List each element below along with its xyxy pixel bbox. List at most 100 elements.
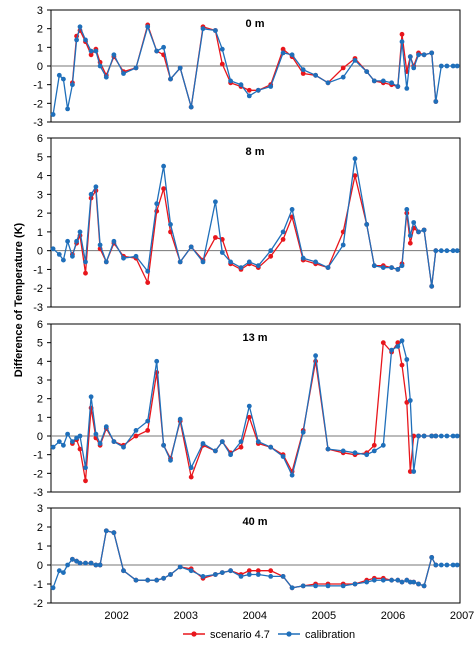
data-point	[380, 577, 386, 583]
legend-marker	[191, 631, 197, 637]
y-tick-label: -3	[33, 302, 43, 314]
data-point	[133, 428, 139, 433]
data-point	[389, 80, 394, 86]
y-tick-label: -1	[33, 579, 43, 591]
data-point	[238, 439, 244, 444]
plot-frame	[50, 323, 461, 493]
data-point	[399, 338, 405, 344]
data-point	[145, 280, 151, 285]
y-tick-label: 4	[37, 171, 43, 183]
data-point	[364, 579, 370, 585]
x-tick-label: 2002	[104, 610, 128, 622]
series-calibration	[50, 338, 460, 478]
data-point	[93, 184, 99, 190]
data-point	[61, 76, 66, 82]
data-point	[407, 54, 413, 60]
data-point	[340, 74, 346, 80]
data-point	[444, 63, 450, 69]
data-point	[300, 67, 306, 73]
data-point	[364, 452, 370, 458]
y-tick-label: -1	[33, 80, 43, 92]
data-point	[407, 579, 413, 585]
y-tick-label: 3	[37, 189, 43, 201]
legend-item: calibration	[278, 629, 355, 641]
data-point	[268, 84, 274, 89]
data-point	[300, 583, 306, 589]
y-tick-label: 1	[37, 541, 43, 553]
data-point	[133, 253, 139, 259]
data-point	[395, 267, 401, 272]
data-point	[83, 259, 88, 265]
data-point	[133, 65, 139, 71]
data-point	[145, 577, 151, 583]
series-calibration	[50, 528, 460, 591]
data-point	[219, 570, 225, 575]
y-tick-label: -3	[33, 117, 43, 129]
y-tick-label: -2	[33, 598, 43, 610]
data-point	[421, 433, 427, 439]
data-point	[154, 48, 160, 54]
data-point	[93, 431, 99, 437]
plot-frame	[50, 507, 461, 604]
data-point	[103, 528, 109, 534]
y-tick-label: 5	[37, 338, 43, 350]
panel-title: 8 m	[246, 146, 265, 158]
x-tick-label: 2004	[243, 610, 267, 622]
series-line	[52, 339, 458, 478]
y-tick-label: 3	[37, 375, 43, 387]
data-point	[421, 52, 427, 58]
y-tick-label: 4	[37, 356, 43, 368]
data-point	[188, 568, 194, 574]
x-tick-label: 2005	[312, 610, 336, 622]
data-point	[433, 99, 439, 104]
panel-title: 0 m	[246, 18, 265, 30]
data-point	[213, 572, 218, 577]
data-point	[154, 358, 160, 364]
data-point	[389, 577, 394, 583]
legend-label: scenario 4.7	[210, 629, 270, 641]
data-point	[352, 58, 358, 63]
data-point	[371, 263, 377, 269]
data-point	[389, 347, 394, 353]
series-scenario-4-7	[70, 340, 439, 484]
data-point	[111, 439, 117, 444]
data-point	[364, 222, 370, 227]
data-point	[421, 227, 427, 233]
data-point	[50, 246, 56, 252]
y-tick-label: 2	[37, 394, 43, 406]
data-point	[380, 265, 386, 270]
data-point	[421, 583, 427, 589]
data-point	[411, 469, 417, 474]
data-point	[238, 574, 244, 579]
data-point	[65, 106, 70, 112]
data-point	[145, 24, 151, 30]
data-point	[280, 50, 286, 56]
data-point	[161, 163, 167, 169]
data-point	[77, 24, 83, 30]
data-point	[255, 439, 261, 444]
data-point	[371, 442, 377, 448]
data-point	[268, 568, 274, 574]
data-point	[450, 248, 456, 254]
data-point	[83, 465, 88, 471]
data-point	[93, 48, 99, 54]
data-point	[88, 560, 94, 566]
data-point	[433, 248, 439, 254]
y-tick-label: 5	[37, 152, 43, 164]
data-point	[97, 562, 103, 568]
x-tick-label: 2003	[173, 610, 197, 622]
shared-x-axis: 2002 2003 2004 2005 2006 2007	[104, 610, 474, 622]
series-line	[71, 341, 436, 481]
data-point	[454, 248, 460, 254]
data-point	[280, 454, 286, 459]
data-point	[399, 362, 405, 368]
y-tick-label: 0	[37, 560, 43, 572]
data-point	[50, 585, 56, 591]
data-point	[325, 265, 331, 270]
data-point	[93, 562, 99, 568]
data-point	[56, 439, 62, 444]
data-point	[61, 570, 66, 575]
data-point	[246, 93, 252, 99]
data-point	[56, 568, 62, 574]
